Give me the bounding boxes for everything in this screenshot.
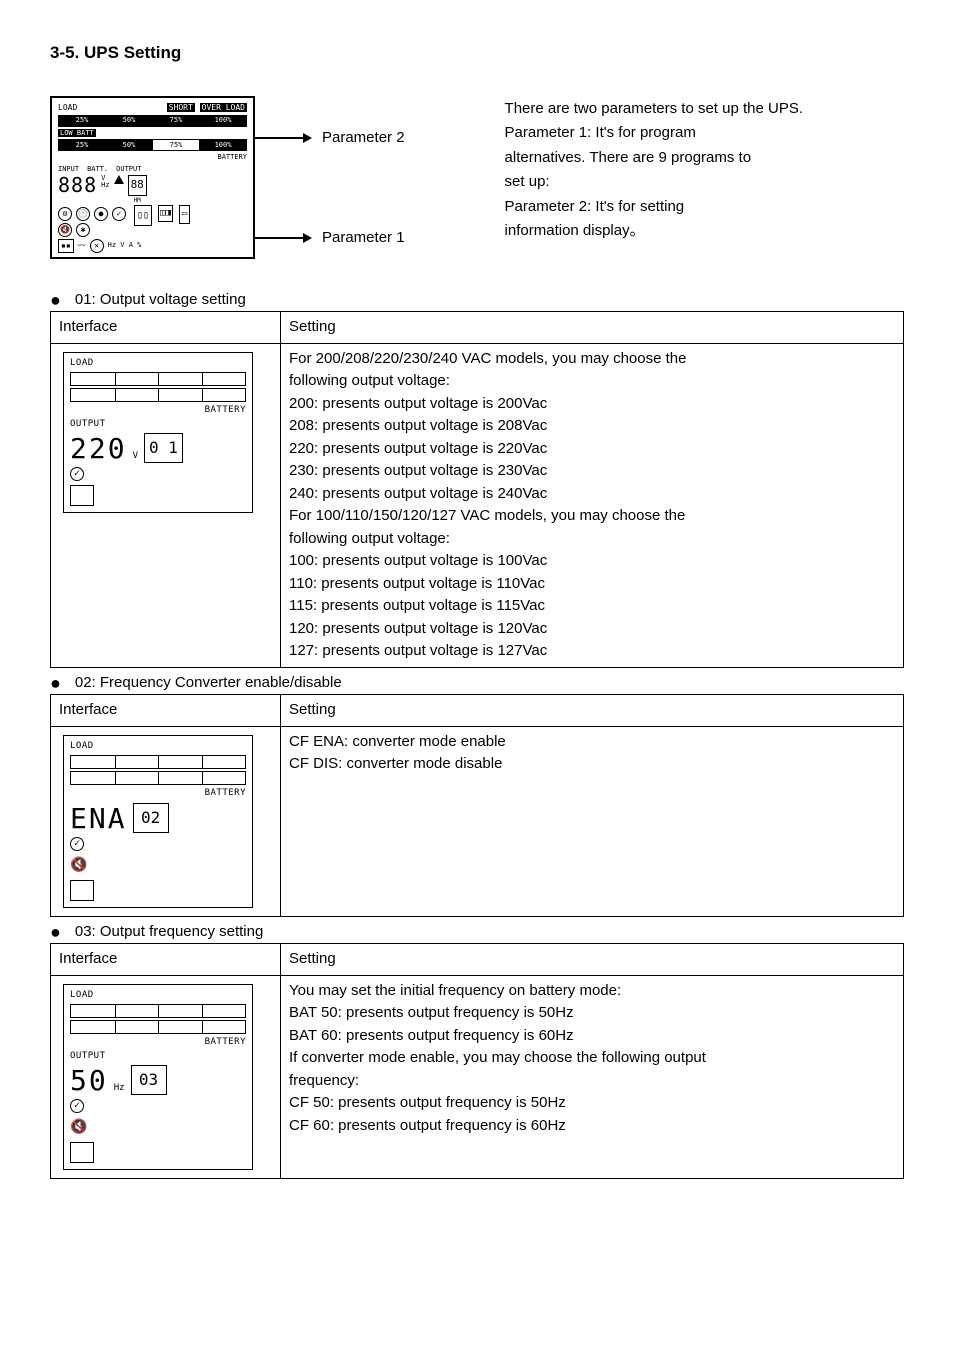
col-interface: Interface [51,312,281,344]
col-setting: Setting [281,944,904,976]
lcd-01: LOAD BATTERY OUTPUT 220 V 0 1 ✓ [63,352,253,514]
bullet-01: ● 01: Output voltage setting [50,289,904,312]
batt-small-icon: ▪▪ [58,239,74,253]
overload-badge: OVER LOAD [200,103,247,112]
mute-icon: 🔇 [70,1117,87,1138]
check-icon: ✓ [70,467,84,481]
battery-label: BATTERY [58,152,247,163]
col-setting: Setting [281,312,904,344]
status-icons: ⚙ 🕐 ● ✓ 🔇 ✱ [58,207,128,237]
inverter-icon: ◫◨ [158,205,173,223]
setting-cell-02: CF ENA: converter mode enable CF DIS: co… [281,726,904,916]
clock-icon: 🕐 [76,207,90,221]
col-interface: Interface [51,944,281,976]
cross-icon: ✕ [90,239,104,253]
top-description: There are two parameters to set up the U… [505,96,803,245]
setting-cell-03: You may set the initial frequency on bat… [281,975,904,1179]
gear-icon: ⚙ [58,207,72,221]
section-title: 3-5. UPS Setting [50,40,904,66]
mute-icon: 🔇 [58,223,72,237]
mute-icon: 🔇 [70,855,87,876]
seg-box-02: 02 [133,803,169,833]
top-block: LOAD SHORT OVER LOAD 25% 50% 75% 100% LO… [50,96,904,259]
table-02: Interface Setting LOAD BATTERY ENA 02 ✓ … [50,694,904,917]
check-icon: ✓ [70,1099,84,1113]
warning-icon [114,175,124,184]
lcd-03: LOAD BATTERY OUTPUT 50 Hz 03 ✓ 🔇 [63,984,253,1171]
check-icon: ✓ [112,207,126,221]
battery-bar: 25% 50% 75% 100% [58,139,247,151]
col-interface: Interface [51,695,281,727]
wave-icon: 〰 [78,240,86,252]
interface-cell-01: LOAD BATTERY OUTPUT 220 V 0 1 ✓ [51,343,281,667]
seg-box-03: 03 [131,1065,167,1095]
setting-cell-01: For 200/208/220/230/240 VAC models, you … [281,343,904,667]
table-03: Interface Setting LOAD BATTERY OUTPUT 50… [50,943,904,1179]
seg-box-01: 0 1 [144,433,183,463]
bullet-03: ● 03: Output frequency setting [50,921,904,944]
check-icon: ✓ [70,837,84,851]
param1-label: Parameter 1 [322,227,405,250]
seg-01: 220 [70,435,127,463]
seg-03: 50 [70,1067,108,1095]
interface-cell-02: LOAD BATTERY ENA 02 ✓ 🔇 [51,726,281,916]
col-setting: Setting [281,695,904,727]
load-bar: 25% 50% 75% 100% [58,115,247,127]
bullet-02: ● 02: Frequency Converter enable/disable [50,672,904,695]
small-seg: 88 [128,175,147,196]
short-badge: SHORT [167,103,195,112]
fan-icon: ✱ [76,223,90,237]
lcd-02: LOAD BATTERY ENA 02 ✓ 🔇 [63,735,253,908]
lowbatt-label: LOW BATT [58,128,247,139]
interface-cell-03: LOAD BATTERY OUTPUT 50 Hz 03 ✓ 🔇 [51,975,281,1179]
eco-icon: ● [94,207,108,221]
seg-02: ENA [70,805,127,833]
param2-label: Parameter 2 [322,127,405,150]
seg-main: 888 [58,175,97,195]
load-label: LOAD [58,102,77,114]
plug-icon: ▭ [179,205,190,225]
table-01: Interface Setting LOAD BATTERY OUTPUT 22… [50,311,904,668]
batt-icon: ▯▯ [134,205,152,226]
main-lcd: LOAD SHORT OVER LOAD 25% 50% 75% 100% LO… [50,96,255,259]
